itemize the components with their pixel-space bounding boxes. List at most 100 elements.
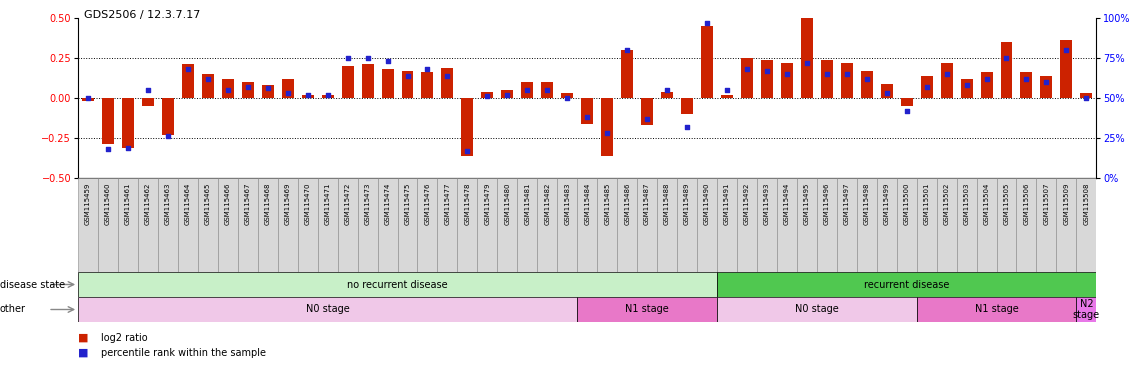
Text: no recurrent disease: no recurrent disease — [347, 280, 448, 290]
Text: GSM115466: GSM115466 — [225, 183, 231, 225]
Bar — [618, 178, 637, 272]
Bar — [297, 178, 318, 272]
Point — [79, 95, 98, 101]
Text: GSM115467: GSM115467 — [245, 183, 250, 225]
Bar — [142, 98, 154, 106]
Bar — [718, 297, 916, 322]
Bar — [856, 178, 877, 272]
Text: GSM115472: GSM115472 — [344, 183, 350, 225]
Bar — [980, 73, 993, 98]
Text: GSM115468: GSM115468 — [265, 183, 271, 225]
Text: GSM115493: GSM115493 — [763, 183, 770, 225]
Text: GSM115465: GSM115465 — [204, 183, 211, 225]
Bar — [521, 82, 534, 98]
Text: GSM115507: GSM115507 — [1044, 183, 1049, 225]
Text: GSM115484: GSM115484 — [584, 183, 590, 225]
Bar — [781, 63, 793, 98]
Bar — [381, 69, 394, 98]
Point — [658, 87, 676, 93]
Text: GSM115508: GSM115508 — [1084, 183, 1089, 225]
Bar — [162, 98, 173, 135]
Bar — [1016, 178, 1037, 272]
Text: N1 stage: N1 stage — [975, 305, 1018, 314]
Text: ■: ■ — [78, 348, 88, 358]
Point — [838, 71, 856, 77]
Point — [558, 95, 576, 101]
Point — [279, 90, 297, 96]
Bar — [537, 178, 557, 272]
Bar — [1001, 42, 1013, 98]
Bar — [901, 98, 913, 106]
Text: GSM115469: GSM115469 — [285, 183, 290, 225]
Bar — [278, 178, 297, 272]
Bar — [397, 178, 418, 272]
Bar — [996, 178, 1016, 272]
Point — [677, 124, 696, 130]
Bar — [122, 98, 134, 147]
Point — [139, 87, 157, 93]
Point — [858, 76, 876, 82]
Bar — [861, 71, 872, 98]
Bar — [916, 178, 937, 272]
Text: GSM115501: GSM115501 — [924, 183, 930, 225]
Bar — [138, 178, 158, 272]
Text: GSM115486: GSM115486 — [625, 183, 630, 225]
Bar — [418, 178, 437, 272]
Bar — [518, 178, 537, 272]
Bar — [937, 178, 956, 272]
Bar — [821, 60, 832, 98]
Point — [479, 93, 497, 99]
Text: GSM115509: GSM115509 — [1063, 183, 1070, 225]
Bar — [581, 98, 594, 124]
Bar — [78, 178, 98, 272]
Bar — [497, 178, 518, 272]
Bar — [561, 93, 573, 98]
Text: GSM115474: GSM115474 — [385, 183, 390, 225]
Text: GSM115464: GSM115464 — [185, 183, 191, 225]
Bar — [478, 178, 497, 272]
Point — [498, 92, 517, 98]
Bar — [797, 178, 817, 272]
Bar — [661, 92, 673, 98]
Bar — [1021, 73, 1032, 98]
Bar — [602, 98, 613, 156]
Bar — [457, 178, 478, 272]
Text: GSM115483: GSM115483 — [564, 183, 571, 225]
Text: GSM115470: GSM115470 — [304, 183, 311, 225]
Point — [518, 87, 536, 93]
Bar — [82, 98, 94, 101]
Text: GSM115475: GSM115475 — [404, 183, 411, 225]
Text: N0 stage: N0 stage — [794, 305, 839, 314]
Text: GSM115480: GSM115480 — [504, 183, 511, 225]
Text: GSM115462: GSM115462 — [145, 183, 150, 225]
Bar — [1080, 93, 1093, 98]
Text: recurrent disease: recurrent disease — [864, 280, 949, 290]
Bar — [197, 178, 218, 272]
Text: GSM115492: GSM115492 — [744, 183, 750, 225]
Text: GSM115478: GSM115478 — [465, 183, 471, 225]
Bar — [437, 178, 457, 272]
Bar — [238, 178, 258, 272]
Bar — [302, 95, 313, 98]
Bar — [877, 178, 897, 272]
Bar — [577, 297, 718, 322]
Bar — [158, 178, 178, 272]
Text: GSM115477: GSM115477 — [444, 183, 450, 225]
Bar — [697, 178, 718, 272]
Text: GSM115494: GSM115494 — [784, 183, 790, 225]
Point — [1077, 95, 1095, 101]
Bar — [940, 63, 953, 98]
Bar — [342, 66, 354, 98]
Point — [439, 73, 457, 79]
Point — [99, 146, 117, 152]
Bar — [1077, 178, 1096, 272]
Text: log2 ratio: log2 ratio — [101, 333, 148, 343]
Bar — [442, 68, 453, 98]
Bar — [777, 178, 797, 272]
Text: GSM115495: GSM115495 — [804, 183, 809, 225]
Bar — [577, 178, 597, 272]
Bar — [362, 65, 373, 98]
Bar — [1077, 297, 1096, 322]
Point — [199, 76, 217, 82]
Bar — [1056, 178, 1077, 272]
